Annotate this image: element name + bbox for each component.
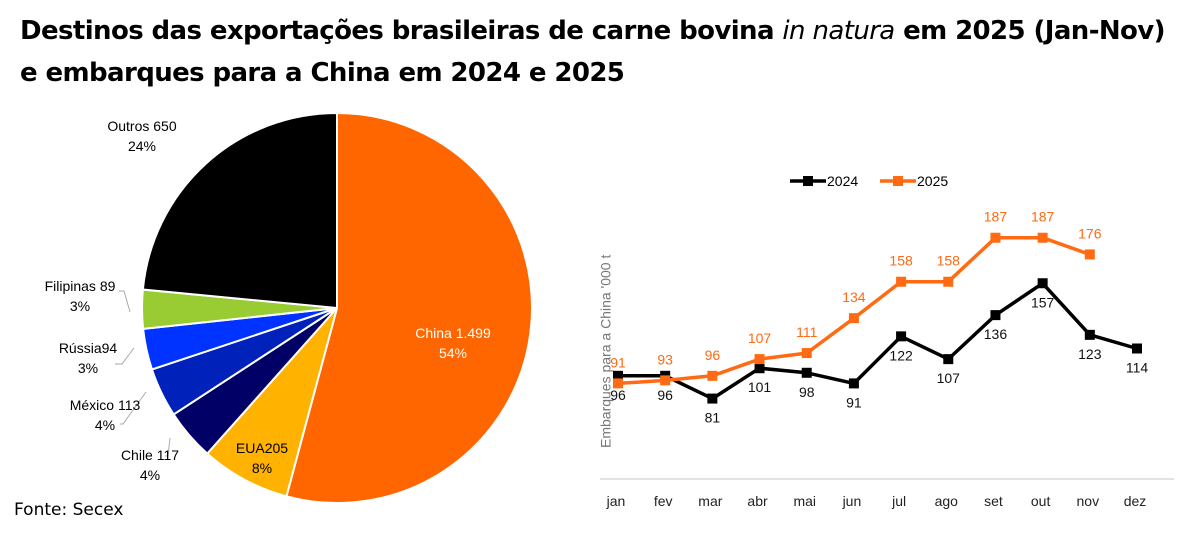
data-point-2025 (1084, 249, 1095, 260)
x-tick-label: mai (793, 493, 816, 509)
pie-label: México 113 (70, 397, 141, 413)
data-point-2024 (896, 331, 907, 342)
chart-title: Destinos das exportações brasileiras de … (20, 10, 1190, 94)
data-point-2024 (613, 370, 623, 381)
data-label-2025: 176 (1078, 225, 1102, 241)
title-italic: in natura (782, 16, 895, 46)
line-chart: Embarques para a China '000 t jan fev mar ab… (600, 173, 1174, 509)
data-label-2025: 111 (796, 324, 817, 340)
data-point-2024 (943, 354, 954, 365)
source-note: Fonte: Secex (14, 500, 124, 520)
pie-slice-china (285, 111, 533, 504)
data-label-2024: 122 (889, 347, 913, 363)
data-label-2025: 187 (984, 209, 1008, 225)
data-point-2025 (801, 348, 812, 359)
data-label-2025: 134 (842, 289, 866, 305)
pie-slice-outros (141, 111, 338, 310)
data-label-2025: 96 (705, 347, 721, 363)
x-tick-label: jun (842, 493, 862, 509)
x-tick-label: abr (747, 493, 768, 509)
data-label-2024: 101 (748, 379, 772, 395)
data-point-2024 (707, 393, 718, 404)
data-label-2024: 157 (1031, 294, 1055, 310)
pie-label: Outros 650 (107, 118, 176, 134)
legend-label-2025: 2025 (917, 173, 948, 189)
x-tick-label: set (984, 493, 1003, 509)
x-tick-label: fev (654, 493, 673, 509)
data-label-2025: 91 (610, 354, 626, 370)
data-point-2024 (754, 363, 765, 374)
data-point-2024 (1084, 329, 1095, 340)
data-label-2024: 91 (846, 394, 862, 410)
pie-pct-label: 3% (78, 360, 98, 376)
data-point-2024 (801, 367, 812, 378)
data-label-2024: 136 (984, 326, 1008, 342)
data-point-2025 (613, 378, 623, 389)
title-part2: em 2025 (Jan-Nov) e embarques para a Chi… (20, 16, 1166, 88)
pie-pct-label: 4% (140, 467, 160, 483)
x-tick-label: jul (891, 493, 906, 509)
legend-marker-2024 (803, 176, 813, 186)
data-point-2025 (707, 370, 718, 381)
pie-pct-label: 3% (70, 298, 90, 314)
data-label-2025: 187 (1031, 209, 1055, 225)
data-label-2025: 158 (889, 253, 913, 269)
pie-pct-label: 24% (128, 138, 156, 154)
pie-pct-label: 8% (252, 460, 272, 476)
y-axis-label: Embarques para a China '000 t (600, 255, 613, 448)
leader-line (119, 290, 131, 313)
pie-chart: China 1.499 54% EUA205 8% Chile 117 4% México … (45, 111, 533, 504)
leader-line (115, 347, 135, 365)
title-part1: Destinos das exportações brasileiras de … (20, 16, 783, 46)
pie-pct-label: 4% (95, 417, 115, 433)
x-tick-label: jan (606, 493, 626, 509)
data-label-2025: 93 (657, 351, 673, 367)
data-label-2024: 107 (937, 370, 961, 386)
data-point-2025 (1037, 232, 1048, 243)
x-tick-label: out (1031, 493, 1051, 509)
data-point-2024 (1132, 343, 1142, 354)
data-label-2024: 96 (610, 387, 626, 403)
data-point-2025 (990, 232, 1001, 243)
pie-label: EUA205 (236, 440, 288, 456)
data-point-2025 (896, 276, 907, 287)
data-point-2024 (848, 378, 859, 389)
data-point-2025 (754, 354, 765, 365)
data-label-2025: 158 (937, 253, 961, 269)
pie-label: China 1.499 (415, 325, 491, 341)
data-point-2024 (990, 310, 1001, 321)
data-label-2024: 96 (657, 387, 673, 403)
series-line-2024 (618, 281, 1138, 401)
x-tick-label: dez (1124, 493, 1147, 509)
legend-label-2024: 2024 (827, 173, 858, 189)
pie-pct-label: 54% (439, 345, 467, 361)
pie-label: Chile 117 (121, 447, 179, 463)
data-label-2024: 81 (705, 410, 721, 426)
x-tick-label: mar (698, 493, 722, 509)
data-label-2024: 98 (799, 384, 815, 400)
leader-line (165, 437, 171, 457)
data-point-2025 (848, 313, 859, 324)
x-tick-label: nov (1077, 493, 1100, 509)
data-label-2025: 107 (748, 330, 772, 346)
data-point-2024 (1037, 278, 1048, 289)
pie-label: Filipinas 89 (45, 278, 116, 294)
legend-marker-2025 (893, 176, 903, 186)
series-line-2025 (617, 235, 1091, 386)
data-point-2025 (660, 375, 671, 386)
x-tick-label: ago (935, 493, 959, 509)
leader-line (120, 391, 147, 425)
data-label-2024: 123 (1078, 346, 1102, 362)
data-point-2025 (943, 276, 954, 287)
pie-label: Rússia94 (59, 340, 118, 356)
data-label-2024: 114 (1126, 360, 1149, 376)
